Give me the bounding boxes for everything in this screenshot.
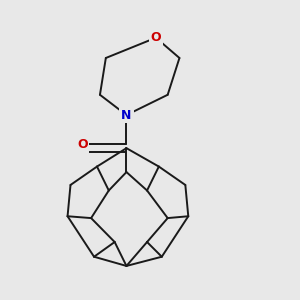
Text: O: O (77, 138, 88, 151)
Text: O: O (151, 31, 161, 44)
Text: N: N (121, 109, 132, 122)
